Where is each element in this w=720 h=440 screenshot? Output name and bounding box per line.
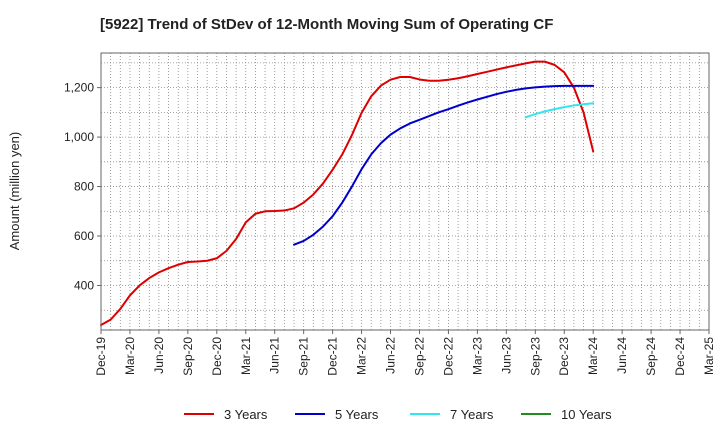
x-tick-label: Mar-21 [239,337,253,375]
x-tick-label: Mar-23 [470,337,484,375]
legend: 3 Years 5 Years 7 Years 10 Years [184,407,612,422]
x-axis-ticks: Dec-19 Mar-20 Jun-20 Sep-20 Dec-20 Mar-21 Jun-… [94,330,716,376]
legend-label: 7 Years [450,407,494,422]
y-axis-ticks: 400 600 800 1,000 1,200 [64,81,101,292]
x-tick-label: Jun-22 [384,337,398,374]
x-tick-label: Jun-24 [615,337,629,374]
y-tick-label: 800 [74,180,94,194]
y-tick-label: 1,000 [64,130,94,144]
x-tick-label: Jun-21 [268,337,282,374]
x-tick-label: Dec-19 [94,337,108,376]
y-tick-label: 1,200 [64,81,94,95]
y-tick-label: 400 [74,278,94,292]
legend-label: 5 Years [335,407,379,422]
x-tick-label: Sep-23 [528,337,542,376]
x-tick-label: Mar-25 [702,337,716,375]
series-line-7-years [524,102,595,119]
x-tick-label: Dec-23 [557,337,571,376]
x-tick-label: Mar-22 [355,337,369,375]
x-tick-label: Sep-22 [412,337,426,376]
x-tick-label: Dec-24 [673,337,687,376]
y-axis-label: Amount (million yen) [7,132,22,251]
x-tick-label: Jun-23 [499,337,513,374]
plot-area-frame [100,52,710,331]
series-lines [100,60,595,327]
chart-title: [5922] Trend of StDev of 12-Month Moving… [100,16,553,33]
legend-label: 10 Years [561,407,612,422]
series-line-3-years [100,60,595,327]
x-tick-label: Dec-20 [210,337,224,376]
x-tick-label: Sep-24 [644,337,658,376]
x-tick-label: Mar-20 [123,337,137,375]
x-tick-label: Mar-24 [586,337,600,375]
legend-label: 3 Years [224,407,268,422]
y-tick-label: 600 [74,229,94,243]
x-tick-label: Sep-21 [297,337,311,376]
x-tick-label: Dec-22 [441,337,455,376]
grid-lines [101,53,709,330]
x-tick-label: Dec-21 [326,337,340,376]
x-tick-label: Sep-20 [181,337,195,376]
series-line-5-years [293,84,595,246]
x-tick-label: Jun-20 [152,337,166,374]
